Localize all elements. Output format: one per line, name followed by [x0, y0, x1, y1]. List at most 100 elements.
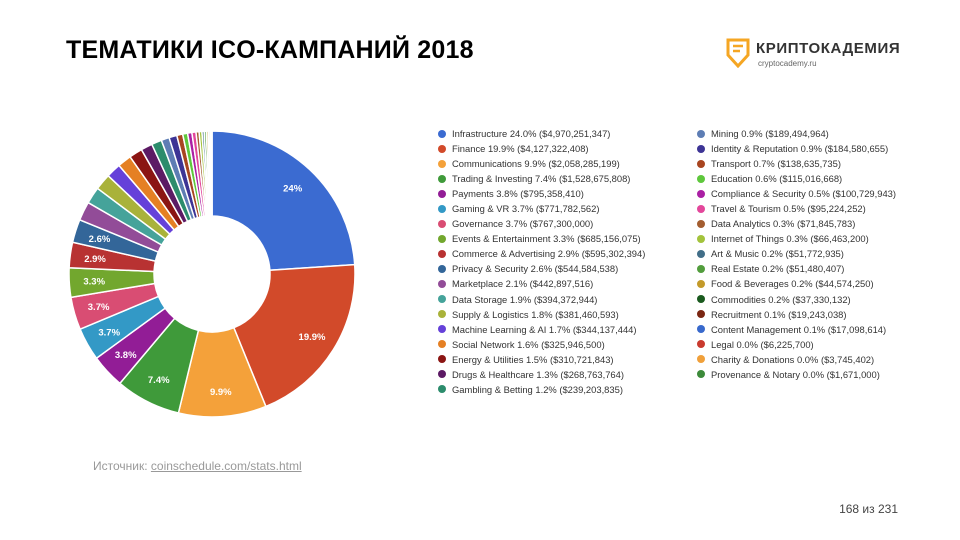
legend-item: Machine Learning & AI 1.7% ($344,137,444… [438, 322, 645, 337]
legend-swatch [438, 249, 446, 258]
pie-slice-finance [232, 263, 356, 408]
legend-swatch [697, 159, 705, 168]
legend-swatch [697, 310, 705, 319]
source-note: Источник: coinschedule.com/stats.html [93, 459, 302, 473]
legend-label: Marketplace 2.1% ($442,897,516) [452, 278, 594, 290]
slide-title: ТЕМАТИКИ ICO-КАМПАНИЙ 2018 [66, 36, 474, 64]
legend-label: Events & Entertainment 3.3% ($685,156,07… [452, 233, 641, 245]
slice-label: 9.9% [210, 387, 232, 398]
legend-label: Transport 0.7% ($138,635,735) [711, 158, 841, 170]
legend-swatch [697, 279, 705, 288]
legend-swatch [438, 234, 446, 243]
legend-item: Art & Music 0.2% ($51,772,935) [697, 246, 896, 261]
legend-label: Art & Music 0.2% ($51,772,935) [711, 248, 844, 260]
legend-label: Charity & Donations 0.0% ($3,745,402) [711, 353, 875, 365]
legend-swatch [697, 189, 705, 198]
legend-label: Governance 3.7% ($767,300,000) [452, 218, 594, 230]
legend-item: Commodities 0.2% ($37,330,132) [697, 292, 896, 307]
brand-logo[interactable]: КРИПТОКАДЕМИЯ cryptocademy.ru [726, 38, 906, 72]
legend-swatch [438, 295, 446, 304]
legend-label: Privacy & Security 2.6% ($544,584,538) [452, 263, 619, 275]
legend-column-right: Mining 0.9% ($189,494,964) Identity & Rep… [697, 126, 896, 382]
legend-item: Energy & Utilities 1.5% ($310,721,843) [438, 352, 645, 367]
legend-swatch [697, 174, 705, 183]
legend-swatch [697, 144, 705, 153]
legend-label: Mining 0.9% ($189,494,964) [711, 128, 829, 140]
legend-swatch [697, 295, 705, 304]
legend-item: Provenance & Notary 0.0% ($1,671,000) [697, 367, 896, 382]
legend-item: Travel & Tourism 0.5% ($95,224,252) [697, 201, 896, 216]
legend-swatch [438, 279, 446, 288]
legend-label: Recruitment 0.1% ($19,243,038) [711, 308, 847, 320]
legend-swatch [697, 249, 705, 258]
legend-swatch [438, 385, 446, 394]
legend-label: Payments 3.8% ($795,358,410) [452, 188, 584, 200]
legend-label: Supply & Logistics 1.8% ($381,460,593) [452, 308, 619, 320]
legend-item: Recruitment 0.1% ($19,243,038) [697, 307, 896, 322]
legend-item: Marketplace 2.1% ($442,897,516) [438, 276, 645, 291]
legend-item: Internet of Things 0.3% ($66,463,200) [697, 231, 896, 246]
legend-item: Real Estate 0.2% ($51,480,407) [697, 261, 896, 276]
legend-label: Finance 19.9% ($4,127,322,408) [452, 143, 589, 155]
legend-item: Gambling & Betting 1.2% ($239,203,835) [438, 382, 645, 397]
legend-item: Governance 3.7% ($767,300,000) [438, 216, 645, 231]
legend-swatch [438, 325, 446, 334]
legend-label: Identity & Reputation 0.9% ($184,580,655… [711, 143, 889, 155]
pie-slice-infrastructure [211, 130, 356, 271]
legend-swatch [438, 174, 446, 183]
legend-label: Gambling & Betting 1.2% ($239,203,835) [452, 383, 623, 395]
slice-label: 2.6% [89, 234, 111, 245]
legend-swatch [438, 370, 446, 379]
legend-label: Real Estate 0.2% ($51,480,407) [711, 263, 845, 275]
legend-swatch [438, 189, 446, 198]
legend-swatch [697, 129, 705, 138]
legend-label: Data Storage 1.9% ($394,372,944) [452, 293, 598, 305]
legend-swatch [438, 340, 446, 349]
legend-item: Data Analytics 0.3% ($71,845,783) [697, 216, 896, 231]
legend-item: Payments 3.8% ($795,358,410) [438, 186, 645, 201]
legend-label: Provenance & Notary 0.0% ($1,671,000) [711, 368, 880, 380]
legend-item: Identity & Reputation 0.9% ($184,580,655… [697, 141, 896, 156]
legend-item: Content Management 0.1% ($17,098,614) [697, 322, 896, 337]
legend-item: Social Network 1.6% ($325,946,500) [438, 337, 645, 352]
legend-swatch [438, 159, 446, 168]
slice-label: 3.7% [88, 302, 110, 313]
legend-swatch [438, 264, 446, 273]
legend-swatch [697, 219, 705, 228]
legend-swatch [438, 310, 446, 319]
legend-label: Infrastructure 24.0% ($4,970,251,347) [452, 128, 611, 140]
legend-label: Internet of Things 0.3% ($66,463,200) [711, 233, 869, 245]
slice-label: 24% [283, 183, 303, 194]
legend-item: Infrastructure 24.0% ($4,970,251,347) [438, 126, 645, 141]
slice-label: 7.4% [148, 375, 170, 386]
legend-item: Privacy & Security 2.6% ($544,584,538) [438, 261, 645, 276]
legend-swatch [697, 325, 705, 334]
legend-label: Gaming & VR 3.7% ($771,782,562) [452, 203, 600, 215]
legend-label: Education 0.6% ($115,016,668) [711, 173, 843, 185]
legend-item: Food & Beverages 0.2% ($44,574,250) [697, 276, 896, 291]
legend-label: Trading & Investing 7.4% ($1,528,675,808… [452, 173, 631, 185]
slice-label: 3.3% [83, 277, 105, 288]
legend-swatch [697, 340, 705, 349]
slice-label: 3.7% [98, 327, 120, 338]
legend-item: Supply & Logistics 1.8% ($381,460,593) [438, 307, 645, 322]
legend-item: Finance 19.9% ($4,127,322,408) [438, 141, 645, 156]
slice-label: 2.9% [84, 254, 106, 265]
legend-label: Social Network 1.6% ($325,946,500) [452, 338, 605, 350]
legend-item: Trading & Investing 7.4% ($1,528,675,808… [438, 171, 645, 186]
legend-label: Commodities 0.2% ($37,330,132) [711, 293, 851, 305]
legend-label: Travel & Tourism 0.5% ($95,224,252) [711, 203, 866, 215]
legend-label: Content Management 0.1% ($17,098,614) [711, 323, 887, 335]
page-number: 168 из 231 [839, 502, 898, 516]
legend-item: Education 0.6% ($115,016,668) [697, 171, 896, 186]
legend-label: Machine Learning & AI 1.7% ($344,137,444… [452, 323, 637, 335]
legend-item: Legal 0.0% ($6,225,700) [697, 337, 896, 352]
legend-item: Compliance & Security 0.5% ($100,729,943… [697, 186, 896, 201]
legend-swatch [697, 370, 705, 379]
legend-column-left: Infrastructure 24.0% ($4,970,251,347) Fin… [438, 126, 645, 397]
source-link[interactable]: coinschedule.com/stats.html [150, 459, 302, 473]
slice-label: 3.8% [115, 350, 137, 361]
legend-label: Food & Beverages 0.2% ($44,574,250) [711, 278, 874, 290]
legend-label: Energy & Utilities 1.5% ($310,721,843) [452, 353, 614, 365]
legend-swatch [438, 144, 446, 153]
